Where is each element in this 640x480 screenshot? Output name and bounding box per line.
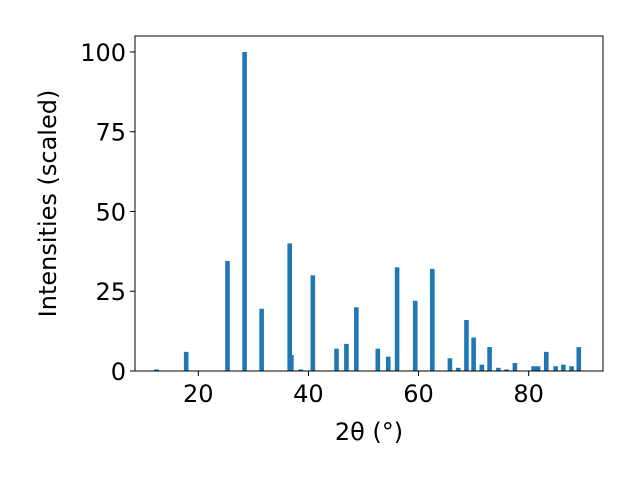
bar bbox=[512, 363, 518, 371]
bar bbox=[344, 343, 349, 371]
bar-group bbox=[154, 51, 582, 371]
y-tick-label: 25 bbox=[95, 278, 126, 306]
bar bbox=[154, 369, 159, 371]
y-tick-label: 0 bbox=[111, 358, 126, 386]
bar bbox=[535, 366, 541, 371]
bar bbox=[447, 358, 453, 371]
bar bbox=[310, 275, 316, 371]
x-axis-ticks: 20 40 60 80 bbox=[183, 371, 544, 408]
x-tick-label: 80 bbox=[513, 380, 544, 408]
bar bbox=[289, 355, 294, 371]
bar bbox=[430, 268, 435, 371]
bar bbox=[334, 348, 339, 371]
y-tick-label: 100 bbox=[80, 39, 126, 67]
bar bbox=[504, 369, 509, 371]
bar bbox=[412, 300, 418, 371]
bar bbox=[375, 348, 381, 371]
bar bbox=[259, 308, 264, 371]
bar bbox=[242, 51, 247, 371]
bar bbox=[385, 356, 391, 371]
bar bbox=[487, 347, 492, 371]
y-tick-label: 75 bbox=[95, 119, 126, 147]
bar bbox=[394, 267, 400, 371]
bar bbox=[479, 364, 485, 371]
y-tick-label: 50 bbox=[95, 198, 126, 226]
x-tick-label: 60 bbox=[403, 380, 434, 408]
bar bbox=[553, 366, 558, 371]
y-axis-ticks: 0 25 50 75 100 bbox=[80, 39, 135, 386]
x-axis-title: 2θ (°) bbox=[335, 418, 403, 446]
bar bbox=[576, 347, 582, 371]
bar bbox=[561, 364, 566, 371]
bar bbox=[354, 307, 359, 371]
bar bbox=[183, 351, 189, 371]
bar bbox=[471, 337, 476, 371]
bar bbox=[569, 366, 574, 371]
bar bbox=[464, 319, 469, 371]
x-tick-label: 20 bbox=[183, 380, 214, 408]
bar bbox=[287, 243, 293, 371]
bar bbox=[455, 367, 461, 371]
plot-frame bbox=[134, 35, 604, 372]
x-tick-label: 40 bbox=[293, 380, 324, 408]
bar bbox=[531, 366, 536, 371]
bar bbox=[225, 260, 230, 371]
bar bbox=[543, 351, 549, 371]
bar bbox=[298, 369, 304, 371]
y-axis-title: Intensities (scaled) bbox=[34, 90, 62, 318]
bar bbox=[496, 367, 501, 371]
